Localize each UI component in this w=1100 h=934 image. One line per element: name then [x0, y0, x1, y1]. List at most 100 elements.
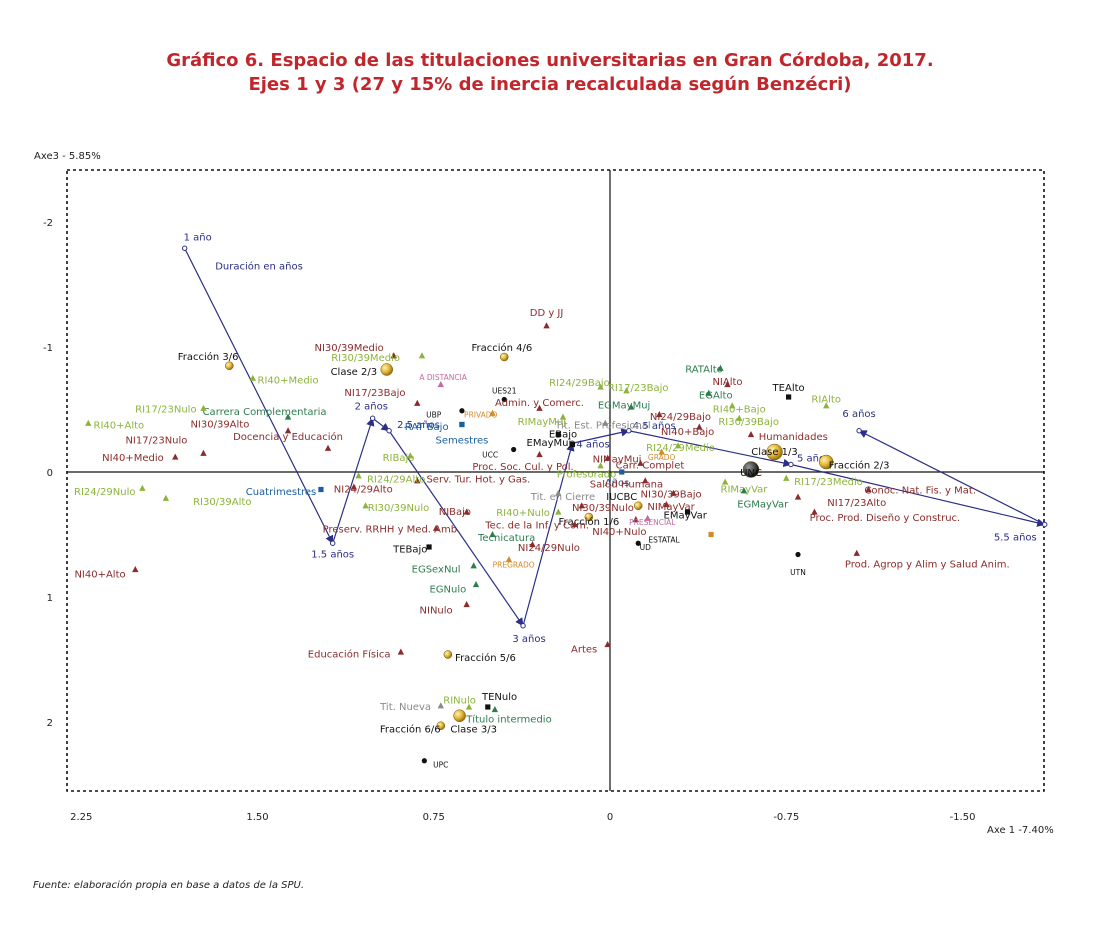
- point-label: Tecnicatura: [477, 533, 535, 544]
- point-marker: [284, 413, 292, 420]
- point-label: NI30/39Bajo: [641, 489, 702, 500]
- point-marker: [823, 402, 830, 409]
- point-label: NI40+Bajo: [661, 427, 714, 438]
- x-tick-label: 0.75: [423, 812, 445, 823]
- point-marker: [437, 702, 444, 709]
- point-label: Tit. Est. Profesional: [554, 421, 651, 432]
- point-label: EBajo: [549, 429, 577, 440]
- source-note: Fuente: elaboración propia en base a dat…: [33, 880, 305, 891]
- y-tick-label: 2: [47, 718, 53, 729]
- point-marker: [623, 387, 630, 394]
- point-marker: [663, 501, 670, 508]
- point-label: Fracción 2/3: [829, 460, 890, 472]
- point-marker: [684, 509, 691, 515]
- duration-point: [181, 245, 188, 251]
- x-tick-label: -1.50: [950, 812, 976, 823]
- point-marker: [633, 501, 643, 510]
- duration-path-segment: [184, 247, 334, 545]
- point-marker: [350, 483, 358, 490]
- plot-frame: [66, 169, 1045, 792]
- point-marker: [602, 419, 609, 426]
- x-tick-label: 1.50: [246, 812, 268, 823]
- point-label: A DISTANCIA: [419, 373, 467, 382]
- point-label: RI17/23Bajo: [608, 383, 669, 394]
- point-label: NIBajo: [439, 507, 471, 518]
- point-label: TEBajo: [392, 544, 427, 555]
- point-label: NIMayMuj: [593, 454, 642, 465]
- point-marker: [729, 402, 736, 409]
- point-marker: [465, 703, 473, 710]
- point-label: RIAlto: [811, 394, 841, 405]
- point-marker: [555, 508, 562, 515]
- point-label: RATAlto: [685, 364, 723, 375]
- point-marker: [604, 454, 611, 461]
- point-label: RIMayMuj: [518, 417, 566, 428]
- point-marker: [249, 374, 256, 381]
- point-marker: [355, 472, 362, 479]
- point-marker: [705, 389, 712, 396]
- point-label: Prod. Agrop y Alim y Salud Anim.: [845, 559, 1010, 570]
- duration-point: [386, 428, 392, 434]
- point-label: RI30/39Medio: [331, 353, 400, 364]
- point-marker: [529, 541, 536, 548]
- point-marker: [865, 486, 872, 493]
- point-marker: [390, 352, 397, 359]
- duration-point: [1042, 521, 1048, 528]
- x-tick-label: 0: [607, 812, 613, 823]
- point-marker: [811, 508, 818, 515]
- point-label: Fracción 4/6: [472, 342, 533, 354]
- point-marker: [485, 704, 491, 710]
- point-label: NIAlto: [712, 377, 742, 388]
- point-marker: [674, 442, 682, 449]
- point-label: RIBajo: [383, 453, 415, 464]
- point-label: RAT Bajo: [405, 422, 449, 433]
- point-label: NI40+Nulo: [592, 527, 646, 538]
- point-marker: [443, 650, 453, 659]
- point-marker: [670, 489, 677, 496]
- duration-point-label: 3 años: [512, 634, 545, 645]
- point-label: RI24/29Alto: [367, 474, 425, 485]
- point-label: DD y JJ: [530, 308, 564, 319]
- point-label: NI30/39Alto: [190, 419, 249, 430]
- point-label: RI30/39Bajo: [718, 417, 779, 428]
- point-label: EGSexNul: [412, 564, 461, 575]
- chart-title: Gráfico 6. Espacio de las titulaciones u…: [166, 50, 934, 71]
- duration-path-segment: [858, 430, 1046, 526]
- point-marker: [472, 581, 480, 588]
- point-marker: [491, 706, 499, 713]
- point-label: Tit. en Cierre: [530, 492, 595, 503]
- point-label: NI24/29Alto: [334, 484, 393, 495]
- point-label: Conoc. Nat. Fis. y Mat.: [864, 486, 976, 497]
- point-label: EMayVar: [664, 511, 708, 522]
- point-marker: [436, 721, 446, 730]
- point-label: Carr. Complet: [616, 461, 685, 472]
- point-marker: [536, 404, 543, 411]
- duration-point-label: 1.5 años: [311, 549, 354, 560]
- x-tick-label: -0.75: [773, 812, 799, 823]
- point-label: NI24/29Nulo: [518, 543, 580, 554]
- point-marker: [637, 459, 644, 466]
- x-tick-label: 2.25: [70, 812, 92, 823]
- x-axis-label: Axe 1 -7.40%: [987, 825, 1054, 836]
- point-label: Años: [605, 478, 630, 489]
- point-marker: [783, 474, 790, 481]
- point-label: Cuatrimestres: [246, 487, 317, 498]
- duration-point: [788, 461, 794, 468]
- point-marker: [489, 409, 496, 416]
- point-label: Serv. Tur. Hot. y Gas.: [426, 474, 530, 485]
- point-label: PRESENCIAL: [629, 518, 676, 527]
- point-marker: [794, 493, 802, 500]
- point-label: RINulo: [443, 696, 476, 707]
- point-label: Docencia y Educación: [233, 431, 343, 443]
- point-marker: [470, 562, 477, 569]
- point-label: Fracción 3/6: [178, 351, 239, 363]
- point-marker: [463, 601, 470, 608]
- point-marker: [380, 363, 393, 376]
- point-label: NI17/23Alto: [827, 498, 886, 509]
- point-label: Proc. Soc. Cul. y Pol.: [472, 462, 573, 473]
- point-marker: [437, 381, 444, 388]
- point-marker: [324, 444, 332, 451]
- point-marker: [708, 531, 714, 538]
- duration-point-label: 2.5 años: [397, 420, 440, 431]
